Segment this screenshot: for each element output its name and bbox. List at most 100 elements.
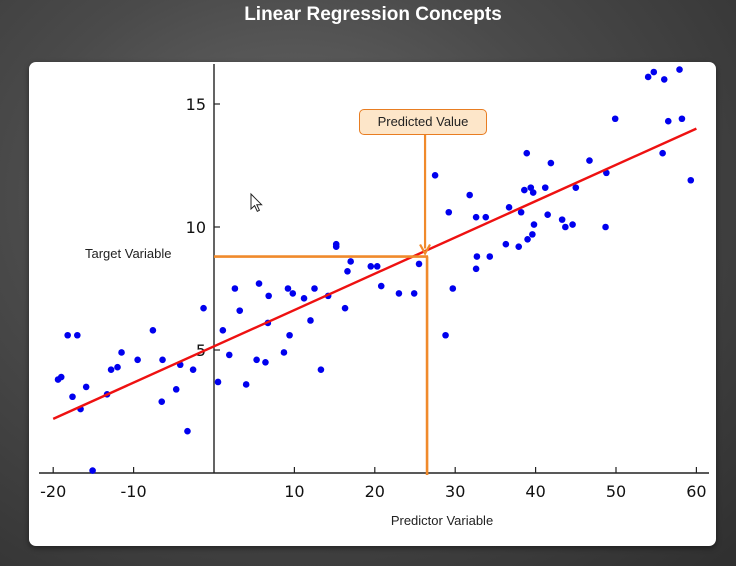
data-point xyxy=(472,265,480,273)
regression-line xyxy=(52,127,697,420)
data-point xyxy=(107,366,115,373)
data-point xyxy=(149,327,157,334)
data-point xyxy=(530,221,538,228)
data-point xyxy=(415,260,423,268)
data-point xyxy=(225,351,233,359)
data-point xyxy=(442,331,449,339)
data-point xyxy=(572,184,580,191)
data-point xyxy=(602,223,609,231)
data-point xyxy=(527,184,535,191)
data-point xyxy=(118,349,125,356)
x-tick-label: -10 xyxy=(121,482,147,501)
data-point xyxy=(347,258,354,265)
data-point xyxy=(486,253,494,260)
data-point xyxy=(482,213,490,221)
data-point xyxy=(286,331,293,339)
data-point xyxy=(341,304,349,312)
data-point xyxy=(184,427,191,435)
data-point xyxy=(515,243,523,250)
data-point xyxy=(523,149,531,157)
x-axis-label: Predictor Variable xyxy=(391,513,493,528)
data-point xyxy=(544,211,551,218)
data-point xyxy=(502,240,510,248)
data-point xyxy=(214,378,222,386)
data-point xyxy=(265,292,272,300)
x-tick-label: 30 xyxy=(445,482,465,501)
data-point xyxy=(317,366,325,373)
data-point xyxy=(473,253,481,260)
data-point xyxy=(586,157,593,164)
data-point xyxy=(431,172,439,179)
data-point xyxy=(344,267,351,275)
data-point xyxy=(687,176,695,184)
data-point xyxy=(89,467,96,474)
y-axis-label: Target Variable xyxy=(85,246,171,261)
data-point xyxy=(562,223,569,231)
data-point xyxy=(644,73,652,81)
callout-lines xyxy=(214,135,432,475)
data-point xyxy=(159,356,166,364)
data-point xyxy=(242,381,250,388)
data-point xyxy=(236,307,244,314)
data-point xyxy=(189,366,197,373)
data-point xyxy=(253,356,260,364)
data-point xyxy=(449,285,457,292)
x-tick-label: 60 xyxy=(686,482,706,501)
data-point xyxy=(529,231,536,238)
data-point xyxy=(547,159,555,167)
data-point xyxy=(524,236,531,243)
x-tick-label: 20 xyxy=(365,482,385,501)
data-point xyxy=(445,208,453,216)
data-point xyxy=(466,191,473,199)
data-point xyxy=(410,290,418,297)
predicted-value-callout: Predicted Value xyxy=(359,109,487,135)
data-point xyxy=(158,398,166,405)
y-tick-label: 10 xyxy=(186,218,206,237)
data-point xyxy=(505,204,513,211)
data-point xyxy=(200,304,207,312)
x-tick-label: -20 xyxy=(40,482,66,501)
data-point xyxy=(262,359,269,366)
data-point xyxy=(57,373,65,381)
regression-layer xyxy=(52,127,697,420)
data-point xyxy=(114,363,121,371)
data-point xyxy=(676,66,683,73)
data-point xyxy=(659,149,666,157)
data-point xyxy=(289,290,297,297)
data-point xyxy=(311,285,318,292)
data-point xyxy=(69,393,76,401)
data-point xyxy=(664,117,672,125)
data-point xyxy=(255,280,263,287)
y-tick-label: 5 xyxy=(196,341,206,360)
data-point xyxy=(280,349,288,356)
data-point xyxy=(650,68,658,76)
data-point xyxy=(332,240,340,248)
data-points xyxy=(54,66,695,474)
x-tick-label: 10 xyxy=(284,482,304,501)
data-point xyxy=(219,327,227,334)
data-point xyxy=(307,317,314,324)
page-title: Linear Regression Concepts xyxy=(244,4,502,25)
data-point xyxy=(517,208,525,216)
data-point xyxy=(529,189,537,196)
callout-arrow-icon xyxy=(419,243,432,256)
data-point xyxy=(678,115,686,123)
x-tick-label: 50 xyxy=(606,482,626,501)
mouse-cursor-icon xyxy=(250,192,263,212)
data-point xyxy=(660,76,668,83)
data-point xyxy=(74,331,81,339)
chart-card: -20 -10 10 20 30 40 50 60 5 10 15 Target Variable … xyxy=(29,62,716,546)
data-point xyxy=(395,290,403,297)
y-tick-label: 15 xyxy=(186,95,206,114)
data-point xyxy=(569,221,576,228)
data-point xyxy=(64,331,71,339)
axes: -20 -10 10 20 30 40 50 60 5 10 15 xyxy=(39,64,709,501)
x-tick-label: 40 xyxy=(525,482,545,501)
data-point xyxy=(231,285,239,292)
data-point xyxy=(611,115,619,123)
data-point xyxy=(82,383,90,391)
data-point xyxy=(541,184,549,191)
data-point xyxy=(377,282,385,290)
data-point xyxy=(367,263,375,270)
